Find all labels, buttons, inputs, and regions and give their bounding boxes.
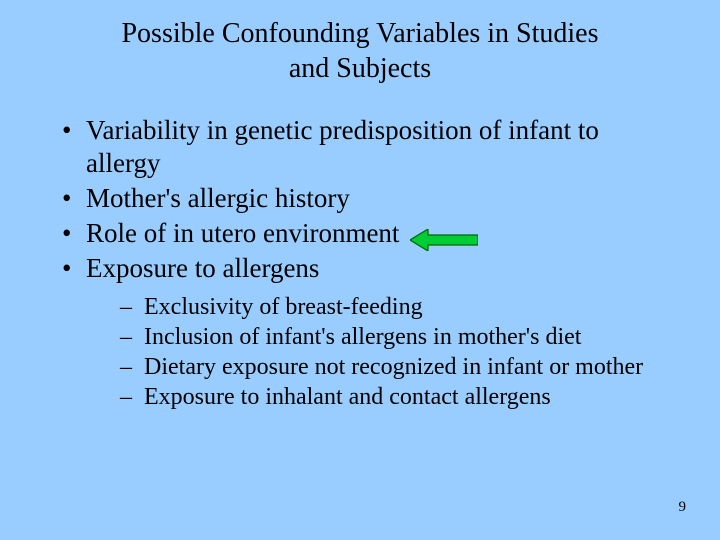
bullet-text: Role of in utero environment <box>86 218 399 248</box>
bullet-text: Mother's allergic history <box>86 183 350 213</box>
slide-title: Possible Confounding Variables in Studie… <box>0 0 720 86</box>
sub-bullet-item: Inclusion of infant's allergens in mothe… <box>120 323 680 352</box>
bullet-item: Exposure to allergens Exclusivity of bre… <box>40 252 680 413</box>
sub-bullet-item: Exposure to inhalant and contact allerge… <box>120 383 680 412</box>
bullet-text: Variability in genetic predisposition of… <box>86 115 599 178</box>
sub-bullet-text: Exclusivity of breast-feeding <box>144 294 423 320</box>
page-number: 9 <box>679 499 687 516</box>
sub-bullet-text: Exposure to inhalant and contact allerge… <box>144 384 551 410</box>
title-line-1: Possible Confounding Variables in Studie… <box>121 18 598 49</box>
main-bullet-list: Variability in genetic predisposition of… <box>40 114 680 413</box>
sub-bullet-item: Dietary exposure not recognized in infan… <box>120 353 680 382</box>
bullet-text: Exposure to allergens <box>86 253 319 283</box>
bullet-item: Mother's allergic history <box>40 182 680 215</box>
sub-bullet-list: Exclusivity of breast-feeding Inclusion … <box>86 293 680 413</box>
bullet-item: Variability in genetic predisposition of… <box>40 114 680 180</box>
sub-bullet-text: Dietary exposure not recognized in infan… <box>144 354 643 380</box>
title-line-2: and Subjects <box>289 53 431 84</box>
sub-bullet-item: Exclusivity of breast-feeding <box>120 293 680 322</box>
sub-bullet-text: Inclusion of infant's allergens in mothe… <box>144 324 581 350</box>
slide: Possible Confounding Variables in Studie… <box>0 0 720 540</box>
slide-body: Variability in genetic predisposition of… <box>0 86 720 413</box>
bullet-item: Role of in utero environment <box>40 217 680 250</box>
